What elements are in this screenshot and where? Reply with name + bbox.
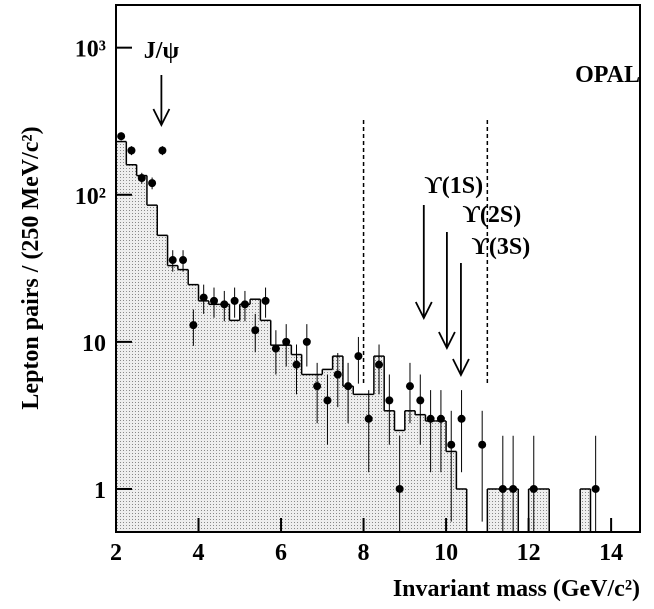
histogram-bar <box>332 356 343 532</box>
data-point <box>323 396 332 405</box>
histogram-bar <box>353 394 364 532</box>
x-tick-label: 12 <box>517 540 541 566</box>
data-point <box>302 337 311 346</box>
data-point <box>117 132 126 141</box>
data-point <box>240 300 249 309</box>
arrow-head <box>152 108 171 128</box>
data-point <box>292 360 301 369</box>
histogram-bar <box>281 345 292 532</box>
annotation-label: ϒ(3S) <box>472 234 531 260</box>
histogram-bar <box>157 235 168 532</box>
y-tick-label: 10 <box>82 331 106 357</box>
histogram-bar <box>167 265 178 532</box>
histogram-bar <box>342 386 354 532</box>
data-point <box>313 382 322 391</box>
data-point <box>189 321 198 330</box>
histogram-bar <box>219 304 230 532</box>
y-axis-label: Lepton pairs / (250 MeV/c²) <box>18 126 44 409</box>
histogram-bar <box>311 374 323 532</box>
histogram-bar <box>146 205 158 532</box>
y-tick-label: 1 <box>94 478 106 504</box>
histogram-bar <box>456 488 467 532</box>
data-point <box>457 414 466 423</box>
x-tick-label: 8 <box>358 540 370 566</box>
data-point <box>375 360 384 369</box>
histogram-bar <box>260 320 271 532</box>
data-point <box>220 300 229 309</box>
histogram-bar <box>208 304 220 532</box>
histogram-bar <box>322 369 333 532</box>
histogram-bar <box>136 175 147 532</box>
histogram-bar <box>250 299 261 532</box>
data-point <box>344 382 353 391</box>
x-tick-label: 14 <box>599 540 623 566</box>
histogram-bar <box>116 141 127 532</box>
data-point <box>271 344 280 353</box>
data-point <box>158 146 167 155</box>
data-point <box>478 440 487 449</box>
annotation-label: ϒ(2S) <box>463 202 522 228</box>
x-axis-label: Invariant mass (GeV/c²) <box>393 576 640 602</box>
data-point <box>251 326 260 335</box>
data-point <box>498 484 507 493</box>
histogram-bar <box>487 488 498 532</box>
data-point <box>199 293 208 302</box>
x-tick-label: 10 <box>434 540 458 566</box>
histogram-bar <box>301 374 312 532</box>
data-point <box>509 484 518 493</box>
plot-area <box>116 132 612 532</box>
histogram-bar <box>404 410 416 532</box>
data-point <box>148 179 157 188</box>
arrow-head <box>438 331 456 351</box>
histogram-bar <box>415 414 426 532</box>
histogram-bar <box>239 304 251 532</box>
experiment-label: OPAL <box>575 62 640 88</box>
data-point <box>591 484 600 493</box>
data-point <box>333 370 342 379</box>
data-point <box>416 396 425 405</box>
data-point <box>179 256 188 265</box>
histogram-bar <box>373 356 385 532</box>
data-point <box>395 484 404 493</box>
data-point <box>447 440 456 449</box>
histogram-bar <box>384 410 395 532</box>
data-point <box>529 484 538 493</box>
data-point <box>261 296 270 305</box>
histogram-bar <box>435 420 447 532</box>
data-point <box>364 414 373 423</box>
histogram-bar <box>291 354 302 532</box>
data-point <box>127 146 136 155</box>
annotation-label: J/ψ <box>144 38 180 64</box>
data-point <box>230 296 239 305</box>
x-tick-label: 4 <box>193 540 205 566</box>
histogram-bar <box>198 300 209 532</box>
histogram-bar <box>126 164 137 532</box>
x-tick-label: 6 <box>275 540 287 566</box>
arrow-head <box>452 358 470 378</box>
data-point <box>137 174 146 183</box>
data-point <box>385 396 394 405</box>
histogram-bar <box>229 320 240 532</box>
histogram-bar <box>425 420 436 532</box>
arrow-head <box>414 301 433 321</box>
x-tick-label: 2 <box>110 540 122 566</box>
histogram-bar <box>270 345 282 532</box>
data-point <box>168 256 177 265</box>
y-tick-label: 10² <box>75 184 106 210</box>
histogram-bar <box>177 269 189 532</box>
y-tick-label: 10³ <box>75 37 106 63</box>
histogram-bar <box>538 488 550 532</box>
data-point <box>436 414 445 423</box>
data-point <box>354 352 363 361</box>
annotation-label: ϒ(1S) <box>424 173 483 199</box>
data-point <box>209 296 218 305</box>
data-point <box>282 337 291 346</box>
histogram-bar <box>188 284 199 532</box>
data-point <box>426 414 435 423</box>
frame <box>115 4 641 533</box>
histogram-bar <box>580 488 591 532</box>
data-point <box>405 382 414 391</box>
